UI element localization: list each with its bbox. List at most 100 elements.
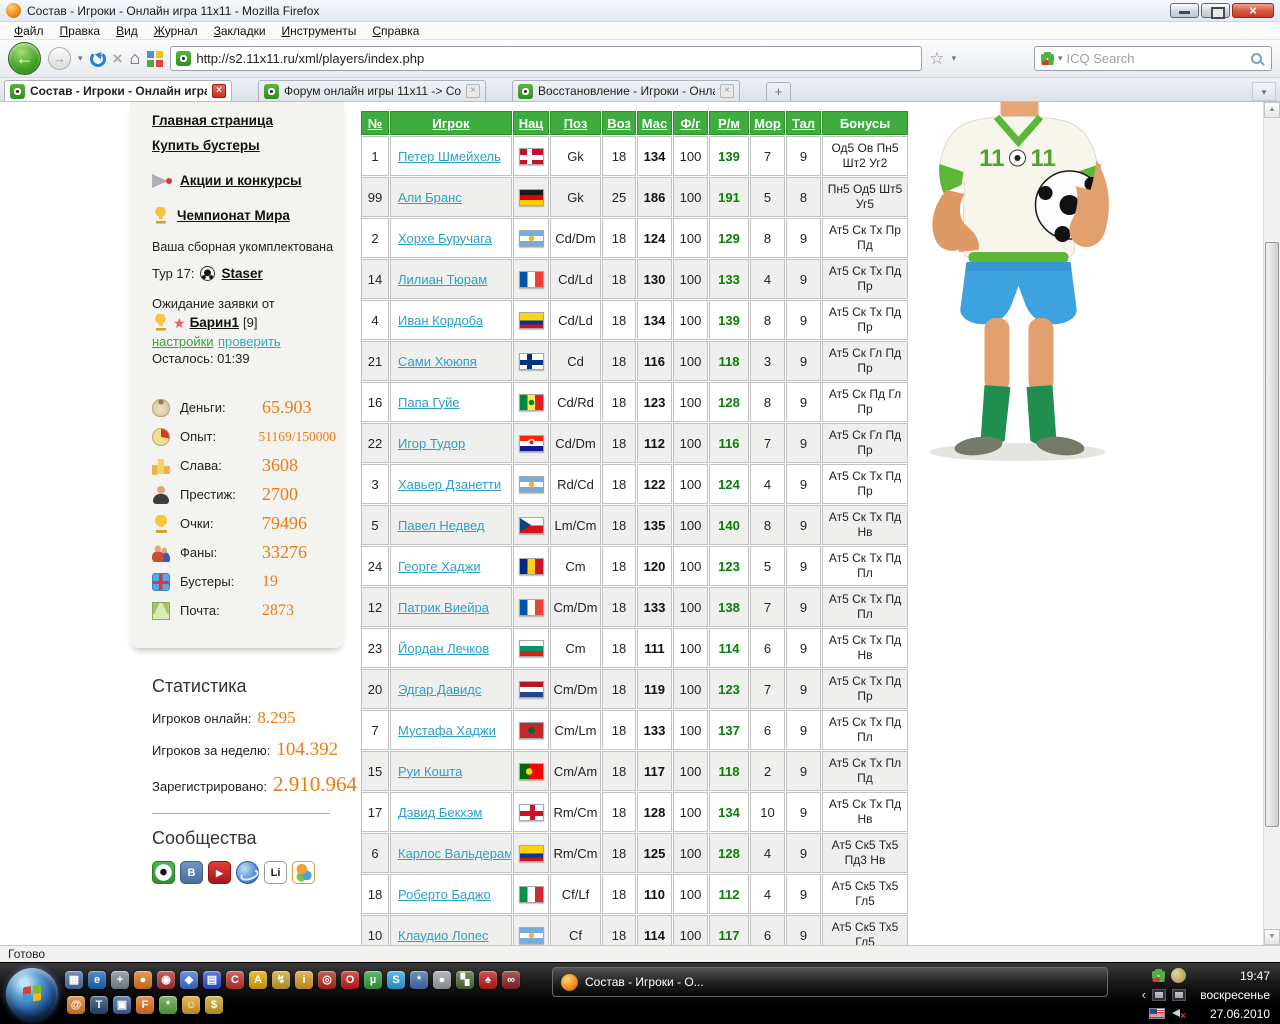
- sidebar-link-boosters[interactable]: Купить бустеры: [152, 138, 260, 153]
- moimir-icon[interactable]: [292, 861, 315, 884]
- gold-pet-icon[interactable]: [1171, 968, 1186, 983]
- chain-link-icon[interactable]: ∞: [502, 971, 520, 989]
- network-icon[interactable]: [1152, 988, 1166, 1001]
- sidebar-link-promos[interactable]: Акции и конкурсы: [180, 173, 302, 188]
- player-name-link[interactable]: Сами Хююпя: [398, 353, 477, 369]
- page-scrollbar[interactable]: [1263, 102, 1280, 945]
- player-name-link[interactable]: Папа Гуйе: [398, 394, 460, 410]
- player-name-link[interactable]: Руи Кошта: [398, 763, 463, 779]
- player-name-link[interactable]: Хорхе Буручага: [398, 230, 492, 246]
- tour-user-link[interactable]: Staser: [221, 266, 263, 281]
- player-name-link[interactable]: Йордан Лечков: [398, 640, 490, 656]
- menu-Справка[interactable]: Справка: [372, 23, 420, 38]
- url-input[interactable]: [196, 51, 917, 66]
- football-social-icon[interactable]: [152, 861, 175, 884]
- search-dropdown-icon[interactable]: [1058, 53, 1063, 64]
- player-name-link[interactable]: Хавьер Дзанетти: [398, 476, 502, 492]
- vk-icon[interactable]: [180, 861, 203, 884]
- column-header-link[interactable]: Нац: [518, 115, 544, 131]
- column-header-link[interactable]: Поз: [563, 115, 588, 131]
- skype-icon[interactable]: S: [387, 971, 405, 989]
- waiting-user-link[interactable]: Барин1: [189, 315, 239, 330]
- close-button[interactable]: [1232, 3, 1274, 18]
- player-name-link[interactable]: Карлос Вальдерама: [398, 845, 512, 861]
- floppy-disk-icon[interactable]: ▤: [203, 971, 221, 989]
- player-name-link[interactable]: Эдгар Давидс: [398, 681, 482, 697]
- show-desktop-icon[interactable]: ▦: [65, 971, 83, 989]
- url-bar[interactable]: [170, 46, 923, 71]
- minimize-button[interactable]: [1170, 3, 1199, 18]
- icq-flower-icon[interactable]: [1152, 969, 1165, 982]
- casino-chip-icon[interactable]: $: [205, 996, 223, 1014]
- tab-close-icon[interactable]: [212, 84, 226, 98]
- player-name-link[interactable]: Иван Кордоба: [398, 312, 484, 328]
- url-dropdown-icon[interactable]: [952, 53, 957, 64]
- firefox-icon[interactable]: F: [136, 996, 154, 1014]
- search-bar[interactable]: [1034, 46, 1272, 71]
- youtube-icon[interactable]: [208, 861, 231, 884]
- settings-link[interactable]: настройки: [152, 334, 214, 349]
- pokerstars-spade-icon[interactable]: ♠: [479, 971, 497, 989]
- player-name-link[interactable]: Георге Хаджи: [398, 558, 481, 574]
- fire-ring-icon[interactable]: ◎: [318, 971, 336, 989]
- player-name-link[interactable]: Патрик Виейра: [398, 599, 489, 615]
- player-name-link[interactable]: Петер Шмейхель: [398, 148, 501, 164]
- menu-Журнал[interactable]: Журнал: [153, 23, 198, 38]
- collapse-chevron-icon[interactable]: [1142, 988, 1146, 1001]
- forward-icon[interactable]: [48, 47, 71, 70]
- player-name-link[interactable]: Клаудио Лопес: [398, 927, 489, 943]
- taskbar-window-button[interactable]: Состав - Игроки - О...: [552, 967, 1108, 997]
- player-name-link[interactable]: Павел Недвед: [398, 517, 485, 533]
- camo-card-icon[interactable]: ▚: [456, 971, 474, 989]
- icq-flower-icon[interactable]: *: [159, 996, 177, 1014]
- wrench-tool-icon[interactable]: +: [111, 971, 129, 989]
- scroll-down-icon[interactable]: [1264, 929, 1280, 945]
- orange-bird-icon[interactable]: @: [67, 996, 85, 1014]
- menu-Закладки[interactable]: Закладки: [213, 23, 266, 38]
- blue-cube-icon[interactable]: ◆: [180, 971, 198, 989]
- search-magnifier-icon[interactable]: [1251, 53, 1262, 64]
- tab-close-icon[interactable]: [466, 84, 480, 98]
- check-link[interactable]: проверить: [218, 334, 281, 349]
- back-icon[interactable]: [8, 42, 41, 75]
- internet-explorer-icon[interactable]: e: [88, 971, 106, 989]
- metal-drop-icon[interactable]: ●: [433, 971, 451, 989]
- yellow-alert-icon[interactable]: A: [249, 971, 267, 989]
- info-icon[interactable]: i: [295, 971, 313, 989]
- network-icon[interactable]: [1172, 988, 1186, 1001]
- yellow-pet-icon[interactable]: ☺: [182, 996, 200, 1014]
- orange-ball-icon[interactable]: ●: [134, 971, 152, 989]
- refresh-icon[interactable]: [89, 50, 106, 67]
- new-tab-button[interactable]: +: [766, 82, 791, 101]
- player-name-link[interactable]: Али Бранс: [398, 189, 462, 205]
- muted-volume-icon[interactable]: [1171, 1007, 1186, 1022]
- browser-tab[interactable]: Состав - Игроки - Онлайн игра 1...: [4, 80, 232, 101]
- home-icon[interactable]: [129, 48, 140, 69]
- history-dropdown-icon[interactable]: [78, 53, 83, 64]
- column-header-link[interactable]: №: [367, 115, 383, 131]
- player-name-link[interactable]: Лилиан Тюрам: [398, 271, 488, 287]
- menu-Вид[interactable]: Вид: [116, 23, 138, 38]
- menu-Файл[interactable]: Файл: [14, 23, 44, 38]
- column-header-link[interactable]: Ф/г: [680, 115, 701, 131]
- clock[interactable]: 19:47: [1239, 968, 1270, 983]
- sidebar-link-worldcup[interactable]: Чемпионат Мира: [177, 208, 290, 223]
- column-header-link[interactable]: Р/м: [718, 115, 740, 131]
- maximize-button[interactable]: [1201, 3, 1230, 19]
- utorrent-icon[interactable]: µ: [364, 971, 382, 989]
- total-commander-icon[interactable]: T: [90, 996, 108, 1014]
- liveinternet-icon[interactable]: [264, 861, 287, 884]
- column-header-link[interactable]: Игрок: [432, 115, 470, 131]
- player-name-link[interactable]: Дэвид Бекхэм: [398, 804, 483, 820]
- start-button[interactable]: [6, 968, 58, 1020]
- system-tools-icon[interactable]: *: [410, 971, 428, 989]
- column-header-link[interactable]: Воз: [607, 115, 631, 131]
- quick-bookmarks-icon[interactable]: [147, 50, 164, 67]
- player-name-link[interactable]: Игор Тудор: [398, 435, 466, 451]
- remote-window-icon[interactable]: ▣: [113, 996, 131, 1014]
- tab-close-icon[interactable]: [720, 84, 734, 98]
- opera-icon[interactable]: O: [341, 971, 359, 989]
- keyboard-us-icon[interactable]: [1149, 1008, 1165, 1019]
- red-eye-icon[interactable]: ◉: [157, 971, 175, 989]
- tab-list-dropdown-icon[interactable]: [1252, 82, 1276, 101]
